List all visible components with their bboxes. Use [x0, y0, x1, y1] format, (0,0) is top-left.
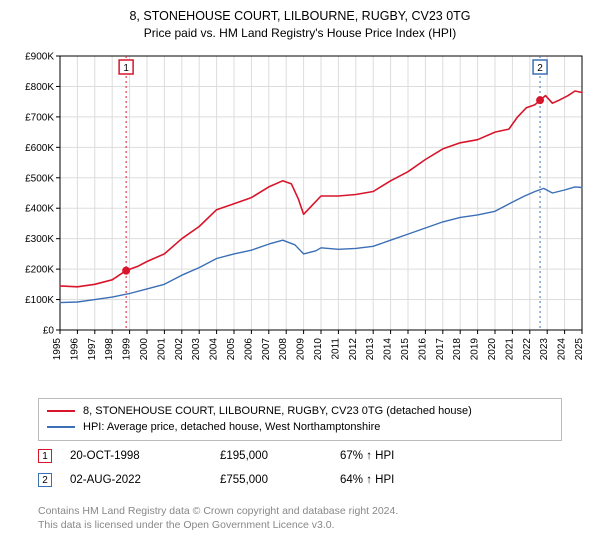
legend-label: 8, STONEHOUSE COURT, LILBOURNE, RUGBY, C…: [83, 405, 472, 417]
chart-subtitle: Price paid vs. HM Land Registry's House …: [0, 25, 600, 41]
sale-price: £195,000: [220, 450, 340, 462]
legend-swatch: [47, 410, 75, 412]
legend: 8, STONEHOUSE COURT, LILBOURNE, RUGBY, C…: [38, 398, 562, 441]
svg-text:£100K: £100K: [25, 295, 54, 306]
chart: £0 £100K £200K £300K £400K £500K £600K £700K £80…: [10, 48, 590, 388]
svg-text:2020: 2020: [487, 338, 498, 361]
legend-row: 8, STONEHOUSE COURT, LILBOURNE, RUGBY, C…: [47, 403, 553, 419]
svg-text:2006: 2006: [243, 338, 254, 361]
svg-text:2003: 2003: [191, 338, 202, 361]
footer: Contains HM Land Registry data © Crown c…: [38, 504, 398, 532]
svg-text:£300K: £300K: [25, 234, 54, 245]
svg-text:£800K: £800K: [25, 82, 54, 93]
svg-text:2001: 2001: [156, 338, 167, 361]
sale-date: 20-OCT-1998: [70, 450, 220, 462]
chart-title: 8, STONEHOUSE COURT, LILBOURNE, RUGBY, C…: [0, 8, 600, 25]
sale-hpi: 64% ↑ HPI: [340, 474, 460, 486]
sale-price: £755,000: [220, 474, 340, 486]
svg-text:1999: 1999: [122, 338, 133, 361]
svg-text:£600K: £600K: [25, 143, 54, 154]
sale-row: 2 02-AUG-2022 £755,000 64% ↑ HPI: [38, 468, 562, 492]
svg-text:2019: 2019: [470, 338, 481, 361]
svg-text:2011: 2011: [330, 338, 341, 360]
svg-text:£400K: £400K: [25, 204, 54, 215]
svg-text:1: 1: [123, 63, 129, 74]
svg-text:2022: 2022: [522, 338, 533, 361]
chart-title-block: 8, STONEHOUSE COURT, LILBOURNE, RUGBY, C…: [0, 0, 600, 41]
svg-text:£700K: £700K: [25, 112, 54, 123]
svg-text:2013: 2013: [365, 338, 376, 361]
svg-text:2017: 2017: [435, 338, 446, 361]
svg-text:2008: 2008: [278, 338, 289, 361]
svg-text:£500K: £500K: [25, 173, 54, 184]
svg-text:2010: 2010: [313, 338, 324, 361]
svg-text:2016: 2016: [417, 338, 428, 361]
footer-line: This data is licensed under the Open Gov…: [38, 518, 398, 532]
svg-text:1997: 1997: [87, 338, 98, 361]
svg-text:£0: £0: [43, 326, 55, 337]
svg-text:£900K: £900K: [25, 52, 54, 63]
svg-text:2023: 2023: [539, 338, 550, 361]
sale-hpi: 67% ↑ HPI: [340, 450, 460, 462]
svg-text:2018: 2018: [452, 338, 463, 361]
sale-marker-2: 2: [38, 473, 52, 487]
svg-text:2000: 2000: [139, 338, 150, 361]
svg-text:2005: 2005: [226, 338, 237, 361]
legend-row: HPI: Average price, detached house, West…: [47, 419, 553, 435]
svg-text:1996: 1996: [69, 338, 80, 361]
svg-text:2014: 2014: [383, 338, 394, 361]
svg-text:2002: 2002: [174, 338, 185, 361]
svg-text:2004: 2004: [209, 338, 220, 361]
sale-row: 1 20-OCT-1998 £195,000 67% ↑ HPI: [38, 444, 562, 468]
svg-text:2015: 2015: [400, 338, 411, 361]
svg-text:2009: 2009: [296, 338, 307, 361]
legend-label: HPI: Average price, detached house, West…: [83, 421, 380, 433]
svg-text:2012: 2012: [348, 338, 359, 361]
svg-text:1998: 1998: [104, 338, 115, 361]
svg-text:£200K: £200K: [25, 265, 54, 276]
sale-date: 02-AUG-2022: [70, 474, 220, 486]
svg-text:2007: 2007: [261, 338, 272, 361]
legend-swatch: [47, 426, 75, 428]
sale-marker-1: 1: [38, 449, 52, 463]
svg-text:1995: 1995: [52, 338, 63, 361]
svg-text:2024: 2024: [557, 338, 568, 361]
footer-line: Contains HM Land Registry data © Crown c…: [38, 504, 398, 518]
svg-text:2025: 2025: [574, 338, 585, 361]
svg-text:2: 2: [537, 63, 543, 74]
chart-svg: £0 £100K £200K £300K £400K £500K £600K £700K £80…: [10, 48, 590, 388]
sales-table: 1 20-OCT-1998 £195,000 67% ↑ HPI 2 02-AU…: [38, 444, 562, 492]
svg-text:2021: 2021: [504, 338, 515, 361]
